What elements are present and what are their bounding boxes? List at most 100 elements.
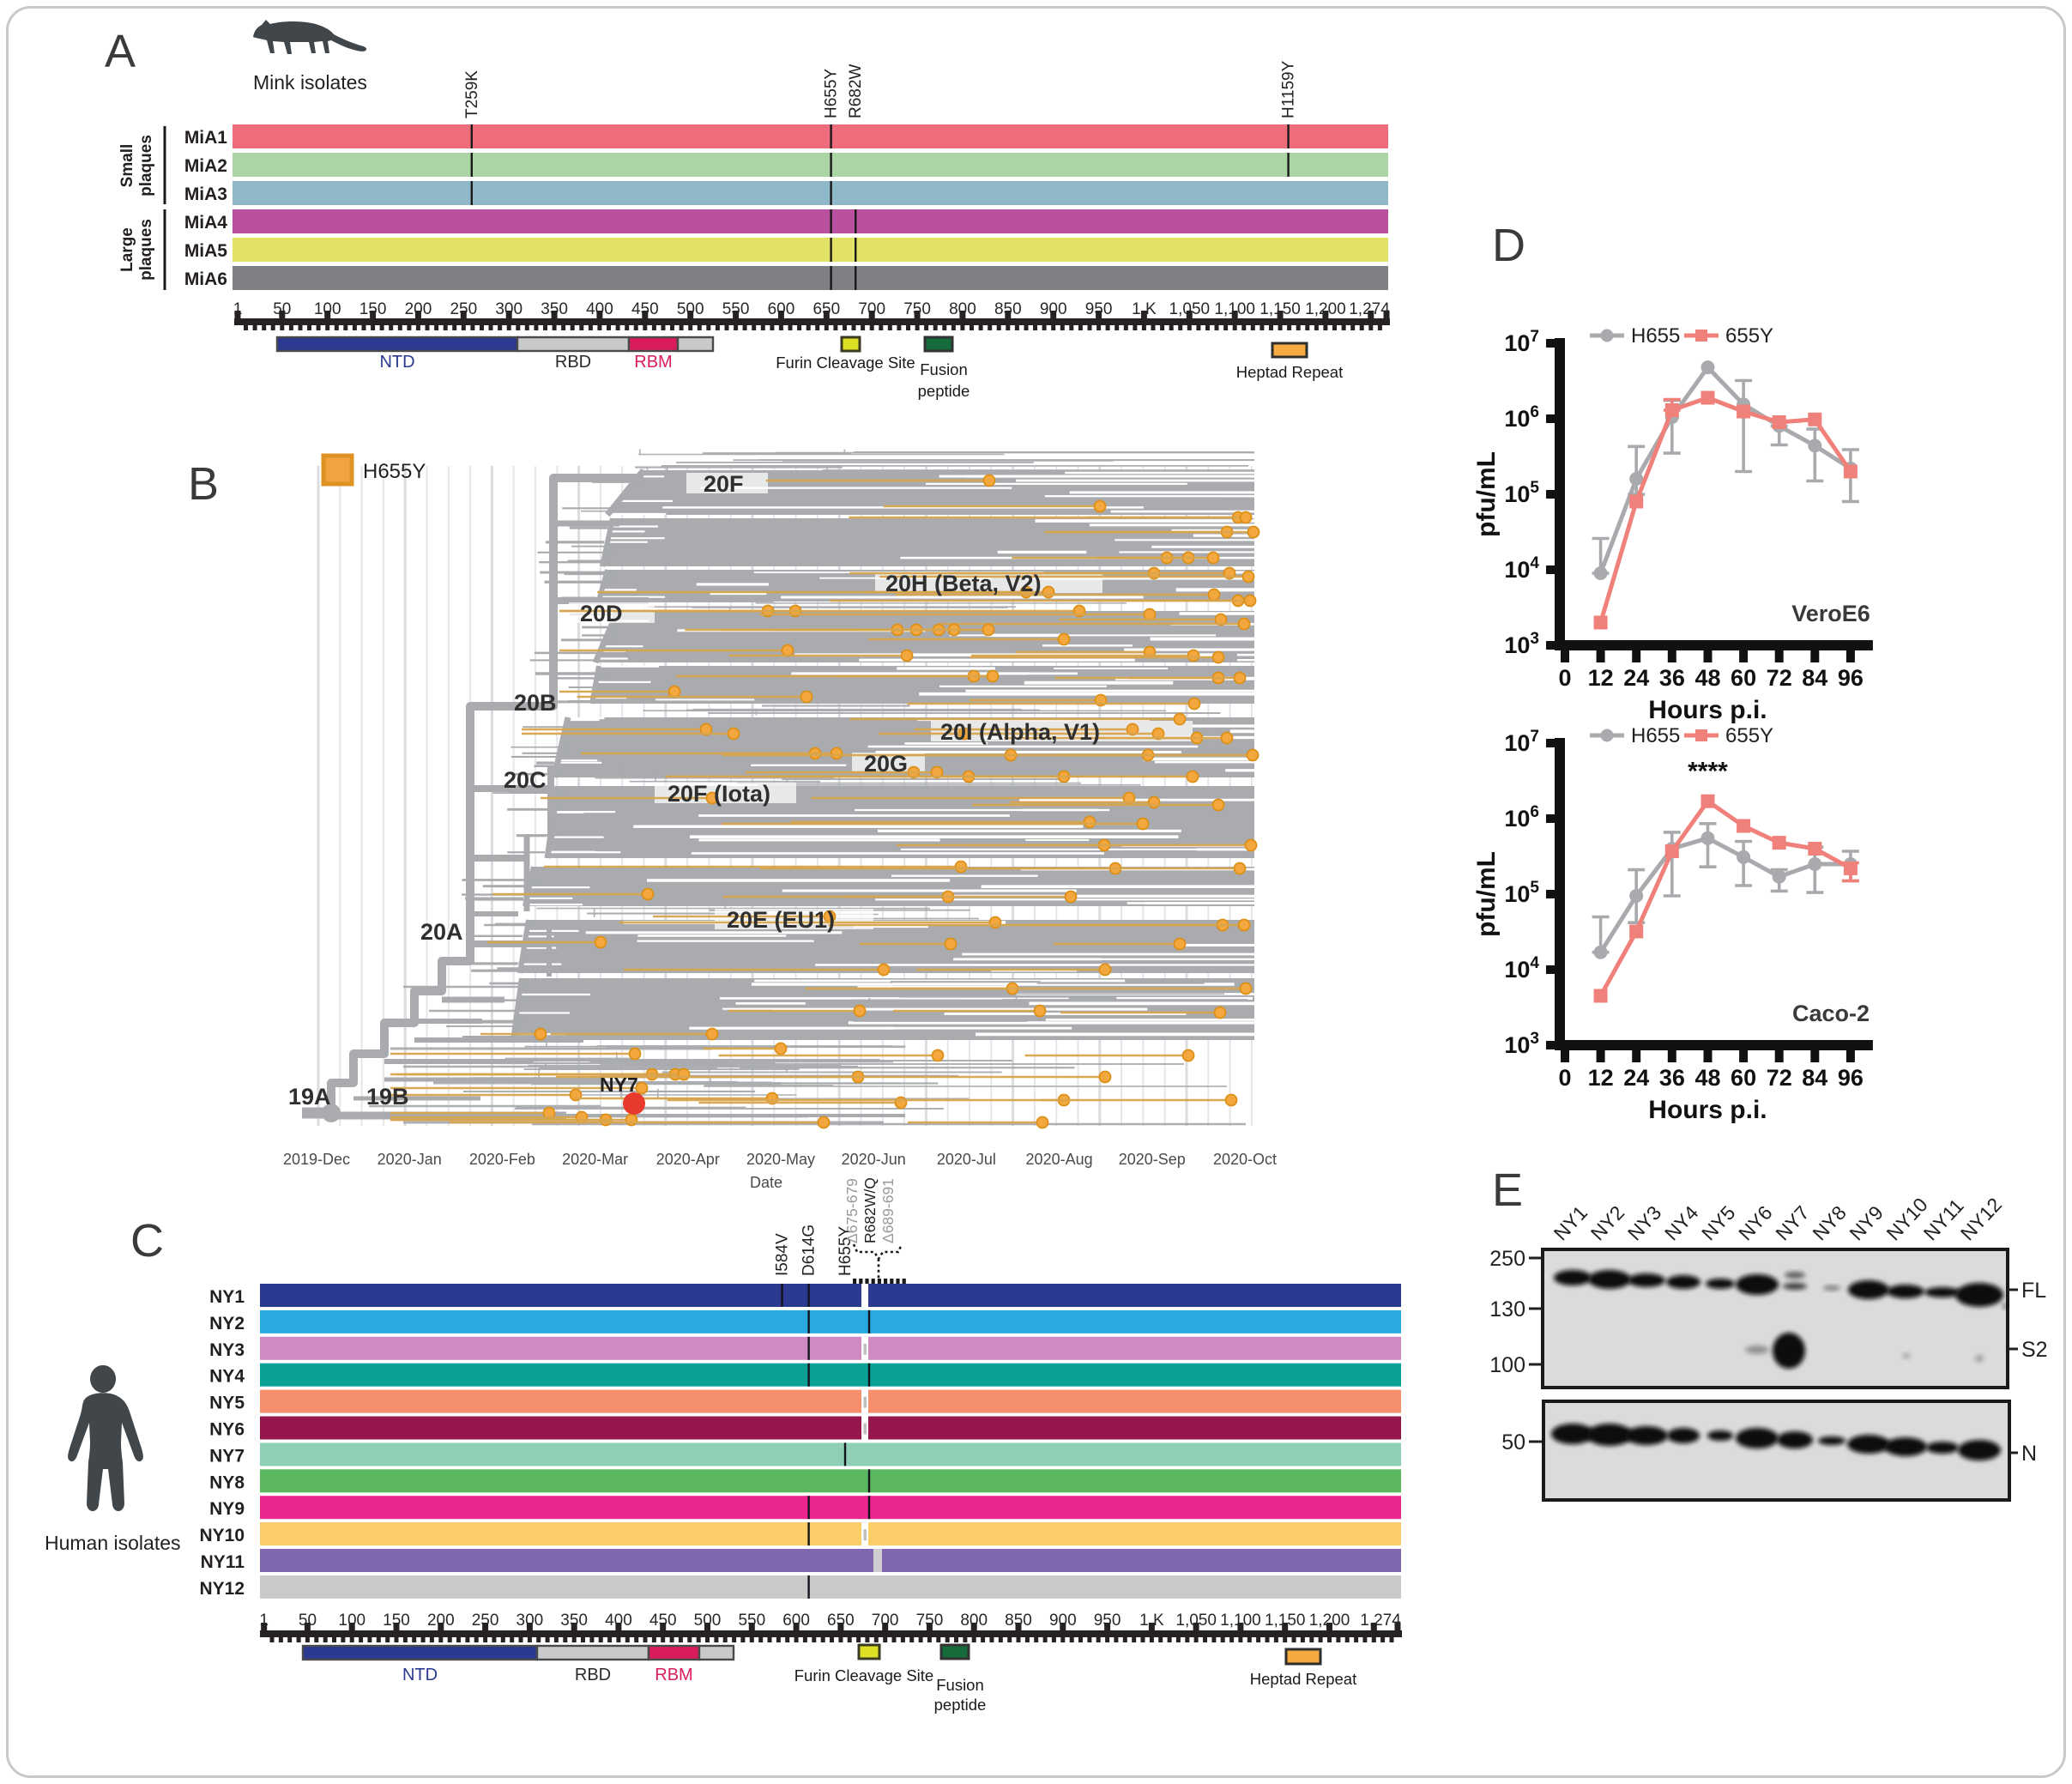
svg-text:Heptad Repeat: Heptad Repeat (1250, 1670, 1356, 1688)
svg-text:500: 500 (677, 300, 704, 318)
svg-text:500: 500 (694, 1612, 722, 1630)
svg-text:1 K: 1 K (1132, 300, 1157, 318)
svg-text:MiA6: MiA6 (184, 269, 227, 289)
svg-text:RBD: RBD (555, 353, 591, 372)
svg-text:900: 900 (1040, 300, 1067, 318)
svg-text:2020-Oct: 2020-Oct (1213, 1151, 1277, 1168)
svg-text:550: 550 (738, 1612, 765, 1630)
svg-text:RBM: RBM (634, 353, 672, 372)
svg-text:NY8: NY8 (209, 1473, 245, 1492)
svg-text:96: 96 (1838, 665, 1864, 691)
svg-text:plaques: plaques (137, 219, 155, 281)
svg-text:800: 800 (960, 1612, 988, 1630)
svg-text:450: 450 (631, 300, 659, 318)
svg-text:RBD: RBD (575, 1666, 611, 1684)
svg-text:20C: 20C (504, 767, 547, 793)
svg-text:20H (Beta, V2): 20H (Beta, V2) (885, 571, 1042, 596)
svg-text:655Y: 655Y (1725, 324, 1773, 348)
svg-text:H655Y: H655Y (837, 1226, 855, 1276)
svg-text:1,150: 1,150 (1260, 300, 1301, 318)
svg-text:2020-Feb: 2020-Feb (469, 1151, 535, 1168)
svg-text:250: 250 (472, 1612, 499, 1630)
svg-text:NY4: NY4 (209, 1367, 245, 1387)
svg-text:150: 150 (359, 300, 387, 318)
svg-text:600: 600 (768, 300, 795, 318)
svg-text:350: 350 (560, 1612, 588, 1630)
svg-text:****: **** (1688, 757, 1728, 785)
svg-text:Heptad Repeat: Heptad Repeat (1236, 363, 1343, 381)
svg-text:peptide: peptide (918, 382, 970, 400)
svg-text:300: 300 (495, 300, 523, 318)
svg-text:NY6: NY6 (209, 1420, 245, 1440)
svg-text:NTD: NTD (402, 1666, 438, 1684)
svg-text:NTD: NTD (379, 353, 414, 372)
svg-text:20I (Alpha, V1): 20I (Alpha, V1) (940, 719, 1100, 745)
svg-text:D: D (1492, 220, 1525, 271)
svg-text:20G: 20G (864, 751, 908, 777)
svg-text:H655: H655 (1631, 724, 1680, 747)
svg-text:Small: Small (118, 144, 136, 188)
svg-text:MiA3: MiA3 (184, 184, 227, 204)
svg-text:60: 60 (1731, 665, 1756, 691)
svg-text:H655Y: H655Y (823, 69, 841, 118)
svg-text:48: 48 (1694, 665, 1720, 691)
svg-text:12: 12 (1588, 1065, 1614, 1091)
svg-text:2020-Mar: 2020-Mar (562, 1151, 628, 1168)
svg-text:2020-Apr: 2020-Apr (656, 1151, 720, 1168)
svg-text:2020-Aug: 2020-Aug (1026, 1151, 1093, 1168)
svg-text:50: 50 (1501, 1430, 1525, 1454)
svg-text:pfu/mL: pfu/mL (1472, 451, 1501, 537)
svg-text:600: 600 (782, 1612, 810, 1630)
svg-text:130: 130 (1489, 1297, 1525, 1321)
svg-text:NY11: NY11 (201, 1552, 245, 1572)
svg-text:NY10: NY10 (199, 1526, 245, 1545)
svg-text:NY12: NY12 (199, 1579, 245, 1599)
svg-text:Mink isolates: Mink isolates (253, 71, 367, 94)
svg-text:450: 450 (649, 1612, 677, 1630)
svg-text:72: 72 (1767, 1065, 1792, 1091)
svg-text:NY7: NY7 (209, 1446, 245, 1466)
svg-text:Date: Date (750, 1174, 782, 1191)
svg-text:950: 950 (1094, 1612, 1121, 1630)
svg-text:300: 300 (516, 1612, 544, 1630)
svg-text:R682W: R682W (847, 64, 865, 118)
svg-text:1 K: 1 K (1139, 1612, 1164, 1630)
svg-text:Furin Cleavage Site: Furin Cleavage Site (794, 1666, 933, 1684)
svg-text:2020-Jul: 2020-Jul (937, 1151, 996, 1168)
svg-text:24: 24 (1623, 1065, 1649, 1091)
svg-text:Furin Cleavage Site: Furin Cleavage Site (776, 354, 915, 372)
svg-text:H655: H655 (1631, 324, 1680, 348)
svg-text:1,050: 1,050 (1175, 1612, 1217, 1630)
svg-text:20F (Iota): 20F (Iota) (668, 781, 770, 807)
svg-text:150: 150 (383, 1612, 410, 1630)
svg-text:2019-Dec: 2019-Dec (283, 1151, 350, 1168)
svg-text:NY7: NY7 (600, 1073, 638, 1096)
svg-text:H1159Y: H1159Y (1280, 60, 1298, 118)
svg-text:950: 950 (1085, 300, 1113, 318)
svg-text:750: 750 (916, 1612, 944, 1630)
svg-text:60: 60 (1731, 1065, 1756, 1091)
svg-text:36: 36 (1659, 665, 1685, 691)
svg-text:Hours p.i.: Hours p.i. (1648, 1096, 1767, 1124)
svg-text:VeroE6: VeroE6 (1791, 601, 1870, 626)
svg-text:1,274: 1,274 (1349, 300, 1390, 318)
svg-text:650: 650 (827, 1612, 855, 1630)
svg-text:400: 400 (586, 300, 613, 318)
svg-text:20D: 20D (580, 601, 623, 626)
svg-text:1,200: 1,200 (1305, 300, 1346, 318)
svg-text:100: 100 (1489, 1353, 1525, 1377)
svg-text:650: 650 (812, 300, 840, 318)
svg-text:Caco-2: Caco-2 (1792, 1001, 1870, 1026)
svg-text:A: A (105, 26, 136, 77)
svg-text:700: 700 (858, 300, 885, 318)
svg-text:2020-May: 2020-May (746, 1151, 815, 1168)
svg-text:20A: 20A (420, 919, 463, 945)
svg-text:1: 1 (259, 1612, 269, 1630)
svg-text:E: E (1492, 1164, 1523, 1216)
svg-text:peptide: peptide (934, 1696, 987, 1714)
svg-text:550: 550 (722, 300, 750, 318)
svg-text:2020-Sep: 2020-Sep (1119, 1151, 1186, 1168)
svg-text:48: 48 (1694, 1065, 1720, 1091)
svg-text:MiA5: MiA5 (184, 241, 227, 261)
svg-text:Fusion: Fusion (920, 360, 968, 378)
